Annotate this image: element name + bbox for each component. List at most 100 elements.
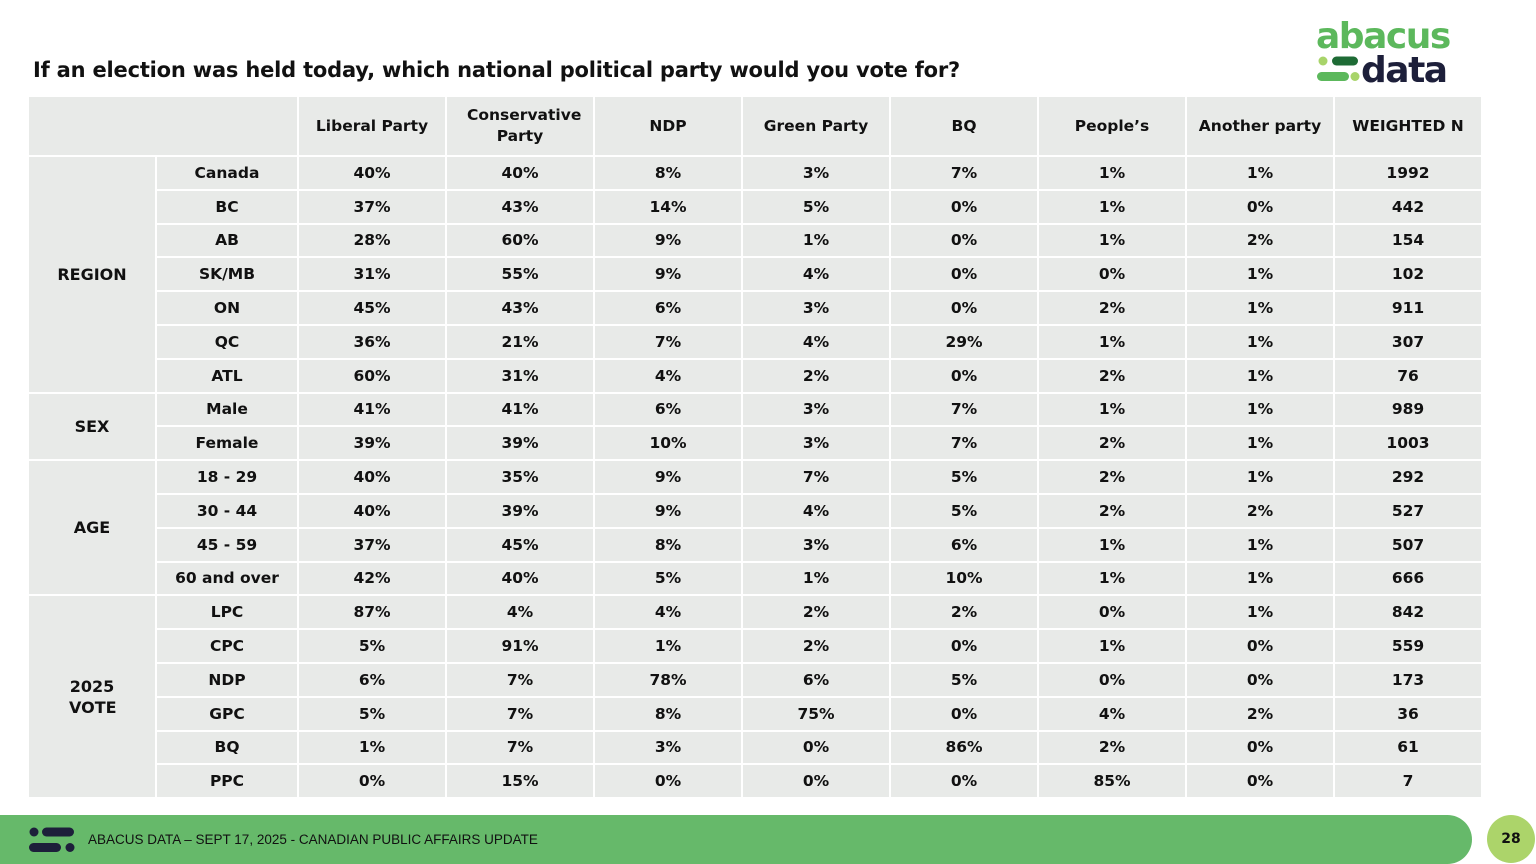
table-cell: 78%	[593, 661, 743, 698]
group-label: REGION	[27, 155, 157, 394]
table-cell: 2%	[741, 357, 891, 394]
table-cell: 1003	[1333, 425, 1483, 462]
table-cell: 1%	[1185, 459, 1335, 495]
row-label: 18 - 29	[155, 459, 299, 495]
table-cell: 40%	[445, 560, 595, 597]
table-cell: 1%	[1185, 256, 1335, 293]
table-row: AB 28% 60% 9% 1% 0% 1% 2% 154	[28, 222, 1483, 259]
table-cell: 55%	[445, 256, 595, 293]
column-header: WEIGHTED N	[1333, 95, 1483, 157]
table-cell: 4%	[741, 492, 891, 529]
table-cell: 60%	[445, 222, 595, 259]
table-cell: 7%	[889, 391, 1039, 428]
table-cell: 60%	[297, 357, 447, 394]
table-row: Female 39% 39% 10% 3% 7% 2% 1% 1003	[28, 425, 1483, 462]
row-label: BQ	[155, 729, 299, 766]
table-row: BQ 1% 7% 3% 0% 86% 2% 0% 61	[28, 729, 1483, 766]
abacus-mark-icon	[29, 827, 75, 852]
table-cell: 43%	[445, 188, 595, 225]
table-cell: 9%	[593, 459, 743, 495]
row-label: 60 and over	[155, 560, 299, 597]
table-cell: 7%	[889, 155, 1039, 191]
table-cell: 43%	[445, 290, 595, 326]
header-row: Liberal Party Conservative Party NDP Green …	[27, 95, 1483, 157]
row-label: SK/MB	[155, 256, 299, 293]
table-cell: 0%	[593, 763, 743, 800]
table-row: REGION Canada 40% 40% 8% 3% 7% 1% 1% 1992	[27, 155, 1483, 394]
table-cell: 87%	[297, 594, 447, 631]
table-cell: 559	[1333, 628, 1483, 664]
page-number-badge: 28	[1487, 815, 1535, 863]
row-label: NDP	[155, 661, 299, 698]
row-label: AB	[155, 222, 299, 259]
table-cell: 45%	[297, 290, 447, 326]
table-cell: 6%	[593, 391, 743, 428]
table-cell: 2%	[1037, 425, 1187, 462]
table-cell: 6%	[889, 526, 1039, 563]
row-label: CPC	[155, 628, 299, 664]
table-cell: 1%	[1185, 290, 1335, 326]
table-cell: 7%	[445, 729, 595, 766]
table-cell: 41%	[445, 391, 595, 428]
table-cell: 36%	[297, 323, 447, 360]
table-cell: 0%	[741, 729, 891, 766]
table-cell: 86%	[889, 729, 1039, 766]
table-cell: 507	[1333, 526, 1483, 563]
table-cell: 39%	[445, 425, 595, 462]
table-cell: 0%	[889, 695, 1039, 732]
table-cell: 0%	[889, 222, 1039, 259]
table-cell: 1%	[1037, 526, 1187, 563]
table-cell: 0%	[1037, 594, 1187, 631]
table-cell: 1%	[741, 222, 891, 259]
table-cell: 4%	[593, 357, 743, 394]
table-row: ATL 60% 31% 4% 2% 0% 2% 1% 76	[28, 357, 1483, 394]
table-cell: 10%	[889, 560, 1039, 597]
table-cell: 1%	[593, 628, 743, 664]
table-cell: 45%	[445, 526, 595, 563]
table-cell: 10%	[593, 425, 743, 462]
table-cell: 40%	[297, 459, 447, 495]
table-cell: 2%	[889, 594, 1039, 631]
table-cell: 1%	[297, 729, 447, 766]
table-cell: 527	[1333, 492, 1483, 529]
vote-intention-table: Liberal Party Conservative Party NDP Green …	[27, 95, 1483, 800]
group-label: 2025 VOTE	[27, 594, 157, 800]
table-cell: 2%	[741, 594, 891, 631]
table-cell: 0%	[1185, 729, 1335, 766]
table-cell: 5%	[889, 459, 1039, 495]
table-cell: 41%	[297, 391, 447, 428]
footer-bar	[0, 815, 1472, 864]
table-cell: 9%	[593, 256, 743, 293]
table-cell: 2%	[741, 628, 891, 664]
row-label: 45 - 59	[155, 526, 299, 563]
table-cell: 0%	[889, 256, 1039, 293]
svg-text:data: data	[1361, 50, 1447, 86]
table-row: SEX Male 41% 41% 6% 3% 7% 1% 1% 989	[27, 391, 1483, 462]
table-cell: 21%	[445, 323, 595, 360]
header-corner	[27, 95, 299, 157]
table-row: 60 and over 42% 40% 5% 1% 10% 1% 1% 666	[28, 560, 1483, 597]
table-cell: 42%	[297, 560, 447, 597]
table-cell: 102	[1333, 256, 1483, 293]
table-cell: 292	[1333, 459, 1483, 495]
row-label: ATL	[155, 357, 299, 394]
table-cell: 1%	[1037, 188, 1187, 225]
table-cell: 2%	[1037, 357, 1187, 394]
table-cell: 36	[1333, 695, 1483, 732]
table-cell: 0%	[889, 290, 1039, 326]
row-label: GPC	[155, 695, 299, 732]
table-cell: 31%	[297, 256, 447, 293]
table-cell: 0%	[741, 763, 891, 800]
table-cell: 1%	[1037, 155, 1187, 191]
table-row: 2025 VOTE LPC 87% 4% 4% 2% 2% 0% 1% 842	[27, 594, 1483, 800]
table-cell: 7%	[889, 425, 1039, 462]
table-cell: 1%	[1037, 391, 1187, 428]
table-cell: 85%	[1037, 763, 1187, 800]
table-cell: 6%	[593, 290, 743, 326]
row-label: Female	[155, 425, 299, 462]
table-cell: 2%	[1037, 729, 1187, 766]
table-row: CPC 5% 91% 1% 2% 0% 1% 0% 559	[28, 628, 1483, 664]
table-row: SK/MB 31% 55% 9% 4% 0% 0% 1% 102	[28, 256, 1483, 293]
table-cell: 6%	[741, 661, 891, 698]
table-row: AGE 18 - 29 40% 35% 9% 7% 5% 2% 1% 292	[27, 459, 1483, 597]
